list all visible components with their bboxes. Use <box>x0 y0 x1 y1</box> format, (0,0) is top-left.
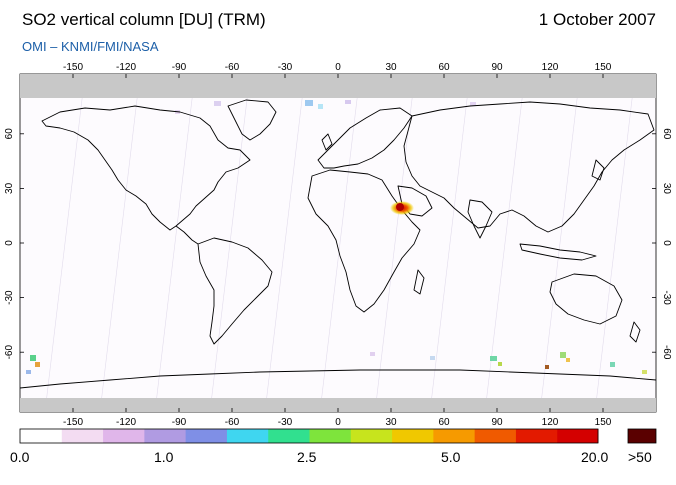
lon-tick-label-top: 0 <box>335 62 341 73</box>
colorbar-label-4: 20.0 <box>581 449 609 465</box>
lat-tick-label-right: 30 <box>661 183 672 195</box>
colorbar-segment <box>20 429 62 443</box>
lon-tick-label-bottom: -30 <box>278 417 293 428</box>
lon-tick-label-top: 150 <box>595 62 612 73</box>
lon-tick-label-bottom: 120 <box>542 417 559 428</box>
lat-tick-label-right: -30 <box>661 290 672 305</box>
greenland-outline <box>227 99 277 141</box>
new-zealand-outline <box>629 321 641 343</box>
lat-tick-label-left: 30 <box>4 182 15 194</box>
antarctica-outline <box>20 369 656 389</box>
lat-tick-label-right: 0 <box>661 240 672 246</box>
lat-tick-label-left: 0 <box>4 240 15 246</box>
colorbar <box>19 428 657 444</box>
so2-plume-core <box>396 203 404 211</box>
colorbar-segment <box>267 429 310 443</box>
colorbar-segment <box>102 429 145 443</box>
madagascar-outline <box>413 269 425 295</box>
lon-tick-label-top: -120 <box>116 62 136 73</box>
lon-tick-label-bottom: -90 <box>172 417 187 428</box>
colorbar-overflow-label: >50 <box>628 449 652 465</box>
continent-outlines <box>20 99 656 389</box>
lon-tick-label-bottom: 90 <box>491 417 503 428</box>
lon-tick-label-top: -90 <box>172 62 187 73</box>
colorbar-segment <box>432 429 475 443</box>
colorbar-label-3: 5.0 <box>441 449 461 465</box>
colorbar-segment <box>309 429 351 443</box>
lat-tick-label-left: -30 <box>4 290 15 305</box>
colorbar-segment <box>515 429 558 443</box>
colorbar-segment <box>61 429 104 443</box>
india-outline <box>467 199 493 239</box>
lon-tick-label-bottom: 60 <box>438 417 450 428</box>
colorbar-segment <box>556 429 599 443</box>
central-america-outline <box>175 225 199 245</box>
lat-tick-label-right: -60 <box>661 345 672 360</box>
colorbar-label-0: 0.0 <box>10 449 30 465</box>
map-title: SO2 vertical column [DU] (TRM) <box>22 10 266 29</box>
indonesia-outline <box>519 243 597 261</box>
asia-outline <box>403 101 655 233</box>
lon-tick-label-top: -60 <box>225 62 240 73</box>
lon-tick-label-bottom: 150 <box>595 417 612 428</box>
data-credit: OMI – KNMI/FMI/NASA <box>22 39 159 54</box>
noise-pixels <box>26 100 647 374</box>
colorbar-label-2: 2.5 <box>297 449 317 465</box>
lon-tick-label-bottom: -120 <box>116 417 136 428</box>
lon-tick-label-top: 30 <box>385 62 397 73</box>
lat-tick-label-right: 60 <box>661 128 672 140</box>
lon-tick-label-top: 60 <box>438 62 450 73</box>
africa-outline <box>307 169 421 313</box>
lon-tick-label-bottom: 0 <box>335 417 341 428</box>
map-area <box>19 73 657 413</box>
colorbar-segment <box>391 429 434 443</box>
colorbar-frame <box>19 428 599 444</box>
map-date: 1 October 2007 <box>538 10 656 29</box>
europe-outline <box>317 107 413 169</box>
colorbar-label-1: 1.0 <box>154 449 174 465</box>
lon-tick-label-bottom: -60 <box>225 417 240 428</box>
lon-tick-label-bottom: 30 <box>385 417 397 428</box>
colorbar-segment <box>185 429 227 443</box>
colorbar-segment <box>226 429 269 443</box>
colorbar-segment <box>350 429 393 443</box>
uk-outline <box>321 133 333 151</box>
lon-tick-label-bottom: -150 <box>63 417 83 428</box>
colorbar-segment <box>143 429 186 443</box>
north-america-outline <box>41 105 251 231</box>
australia-outline <box>549 273 623 325</box>
south-america-outline <box>197 237 273 345</box>
colorbar-segment <box>474 429 516 443</box>
lat-tick-label-left: -60 <box>4 345 15 360</box>
axis-ticks: -150 -150 -120 -120 -90 -90 -60 -60 -30 -30 0 0 30 30… <box>4 62 672 428</box>
lon-tick-label-top: -30 <box>278 62 293 73</box>
lon-tick-label-top: 90 <box>491 62 503 73</box>
lon-tick-label-top: -150 <box>63 62 83 73</box>
japan-outline <box>591 159 605 181</box>
lon-tick-label-top: 120 <box>542 62 559 73</box>
colorbar-overflow-swatch <box>627 428 657 444</box>
lat-tick-label-left: 60 <box>4 128 15 140</box>
